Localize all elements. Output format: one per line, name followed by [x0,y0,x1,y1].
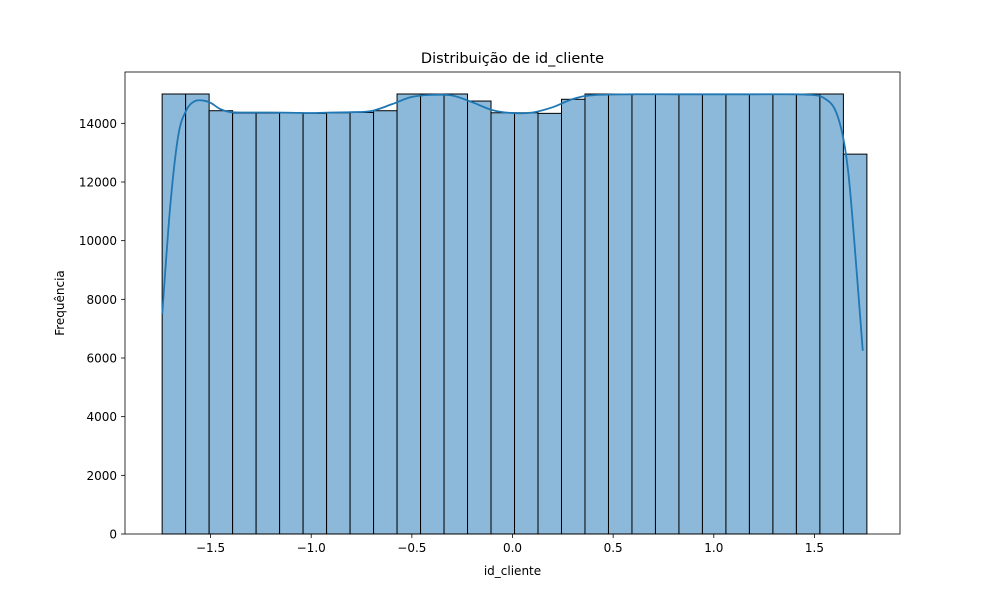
histogram-bar [748,93,774,535]
y-tick-label: 6000 [86,352,117,366]
x-axis-label: id_cliente [484,564,541,578]
histogram-bar [349,111,375,535]
histogram-bar [514,112,539,535]
histogram-bar [420,93,445,535]
kde-layer [161,93,864,351]
histogram-bar [373,110,398,535]
y-tick-label: 0 [109,528,117,542]
x-tick-label: 1.0 [704,541,723,555]
histogram-bar [631,93,656,535]
histogram-bar [396,93,422,535]
histogram-bar [819,93,844,535]
x-tick-label: −0.5 [397,541,426,555]
y-tick-label: 8000 [86,293,117,307]
histogram-bar [443,93,469,535]
histogram-bar [842,153,868,535]
y-tick-label: 14000 [79,117,117,131]
y-tick-label: 10000 [79,234,117,248]
histogram-bar [607,93,633,535]
histogram-bar [467,100,492,535]
x-tick-label: −1.0 [297,541,326,555]
x-axis-ticks: −1.5 −1.0 −0.5 0.0 0.5 1.0 1.5 [196,534,824,555]
histogram-bar [232,112,257,535]
histogram-bar [326,112,351,535]
histogram-bar [678,93,703,535]
y-axis-label: Frequência [53,270,67,336]
histogram-bar [161,93,187,535]
y-tick-label: 12000 [79,176,117,190]
y-tick-label: 2000 [86,469,117,483]
histogram-bar [208,110,234,535]
histogram-bars [161,93,868,535]
y-tick-label: 4000 [86,410,117,424]
x-tick-label: −1.5 [196,541,225,555]
x-tick-label: 0.0 [503,541,522,555]
histogram-bar [185,93,210,535]
histogram-bar [701,93,727,535]
chart-title: Distribuição de id_cliente [421,51,604,67]
histogram-bar [302,112,328,535]
histogram-bar [795,93,821,535]
histogram-bar [725,93,750,535]
histogram-bar [654,93,680,535]
kde-line [161,93,864,351]
x-tick-label: 0.5 [604,541,623,555]
histogram-bar [279,112,304,535]
histogram-bar [255,112,281,535]
histogram-bar [537,112,562,535]
x-tick-label: 1.5 [805,541,824,555]
histogram-bar [560,98,586,535]
histogram-bar [584,93,609,535]
histogram-bar [490,112,516,535]
y-axis-ticks: 0 2000 4000 6000 8000 10000 12000 14000 [79,117,125,542]
histogram-bar [772,93,797,535]
